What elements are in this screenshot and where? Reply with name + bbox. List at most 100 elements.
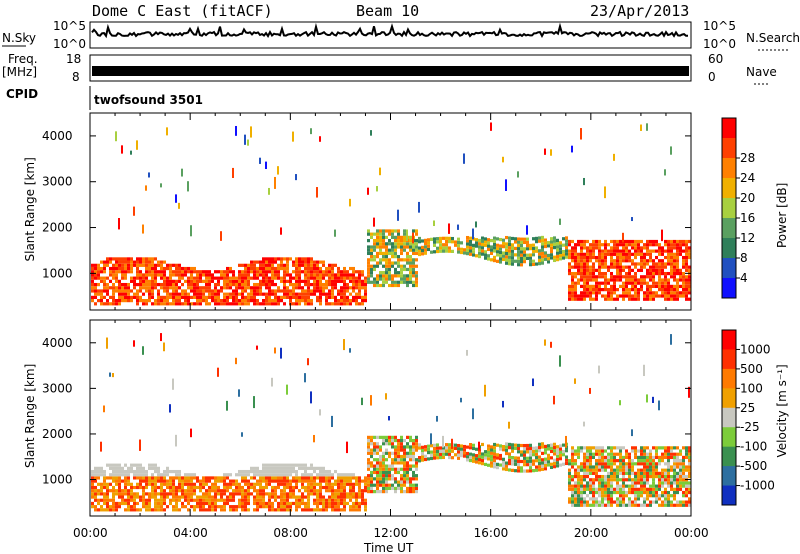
echo-cell: [328, 266, 331, 271]
echo-cell: [118, 492, 121, 496]
echo-cell: [604, 462, 607, 466]
echo-cell: [214, 482, 217, 486]
echo-cell: [352, 495, 355, 499]
echo-cell: [244, 473, 247, 477]
y-tick-label: 3000: [42, 381, 73, 395]
echo-cell: [388, 464, 391, 468]
echo-cell: [373, 490, 376, 494]
echo-cell: [370, 280, 373, 284]
echo-cell: [286, 485, 289, 490]
echo-cell: [619, 243, 622, 247]
echo-cell: [235, 286, 238, 290]
echo-cell: [616, 503, 619, 507]
echo-cell: [313, 276, 316, 280]
echo-cell: [628, 471, 631, 475]
echo-cell: [358, 276, 361, 280]
echo-cell: [598, 503, 601, 507]
echo-cell: [484, 384, 486, 397]
echo-cell: [361, 501, 364, 506]
echo-cell: [571, 446, 574, 450]
echo-cell: [370, 448, 373, 452]
echo-cell: [685, 474, 688, 479]
echo-cell: [271, 377, 273, 387]
echo-cell: [637, 481, 640, 485]
echo-cell: [94, 302, 97, 306]
echo-cell: [235, 473, 238, 477]
echo-cell: [667, 449, 670, 453]
echo-cell: [247, 498, 250, 502]
echo-cell: [376, 245, 379, 249]
echo-cell: [337, 485, 340, 490]
echo-cell: [322, 466, 325, 470]
echo-cell: [352, 485, 355, 490]
echo-cell: [589, 275, 592, 279]
echo-cell: [367, 274, 370, 278]
echo-cell: [679, 471, 682, 475]
echo-cell: [520, 450, 523, 454]
echo-cell: [307, 489, 310, 493]
echo-cell: [97, 498, 100, 502]
echo-cell: [199, 482, 202, 486]
echo-cell: [649, 494, 652, 498]
echo-cell: [580, 494, 583, 498]
echo-cell: [688, 481, 691, 485]
echo-cell: [370, 395, 372, 406]
echo-cell: [598, 246, 601, 250]
echo-cell: [166, 286, 169, 290]
echo-cell: [382, 483, 385, 487]
echo-cell: [505, 467, 508, 472]
echo-cell: [457, 450, 460, 454]
echo-cell: [685, 294, 688, 298]
echo-cell: [463, 251, 466, 255]
echo-cell: [265, 466, 268, 470]
echo-cell: [340, 492, 343, 496]
echo-cell: [688, 239, 691, 244]
echo-cell: [376, 461, 379, 465]
echo-cell: [208, 273, 211, 277]
echo-cell: [154, 485, 157, 490]
echo-cell: [304, 270, 307, 274]
echo-cell: [271, 282, 274, 287]
echo-cell: [406, 467, 409, 471]
echo-cell: [271, 273, 274, 277]
echo-cell: [526, 256, 529, 261]
echo-cell: [472, 253, 475, 257]
echo-cell: [511, 462, 514, 466]
echo-cell: [646, 497, 649, 501]
echo-cell: [391, 264, 394, 268]
echo-cell: [391, 251, 394, 256]
echo-cell: [604, 490, 607, 495]
echo-cell: [631, 449, 634, 453]
echo-cell: [373, 248, 376, 252]
echo-cell: [628, 465, 631, 469]
echo-cell: [646, 494, 649, 498]
echo-cell: [121, 286, 124, 290]
echo-cell: [286, 273, 289, 277]
echo-cell: [340, 299, 343, 303]
echo-cell: [313, 263, 316, 267]
echo-cell: [625, 452, 628, 456]
echo-cell: [616, 297, 619, 301]
echo-cell: [91, 282, 94, 287]
echo-cell: [439, 246, 442, 250]
echo-cell: [175, 273, 178, 277]
colorbar-swatch: [722, 388, 736, 409]
echo-cell: [124, 282, 127, 287]
echo-cell: [520, 243, 523, 248]
echo-cell: [631, 262, 634, 266]
echo-cell: [571, 284, 574, 289]
echo-cell: [511, 252, 514, 257]
echo-cell: [274, 492, 277, 496]
echo-cell: [637, 243, 640, 247]
echo-cell: [262, 299, 265, 303]
echo-cell: [649, 291, 652, 295]
echo-cell: [673, 262, 676, 266]
echo-cell: [490, 464, 493, 468]
echo-cell: [223, 498, 226, 502]
echo-cell: [634, 265, 637, 269]
echo-cell: [202, 482, 205, 486]
echo-cell: [298, 257, 301, 261]
echo-cell: [388, 416, 390, 421]
echo-cell: [379, 245, 382, 249]
echo-cell: [358, 492, 361, 496]
